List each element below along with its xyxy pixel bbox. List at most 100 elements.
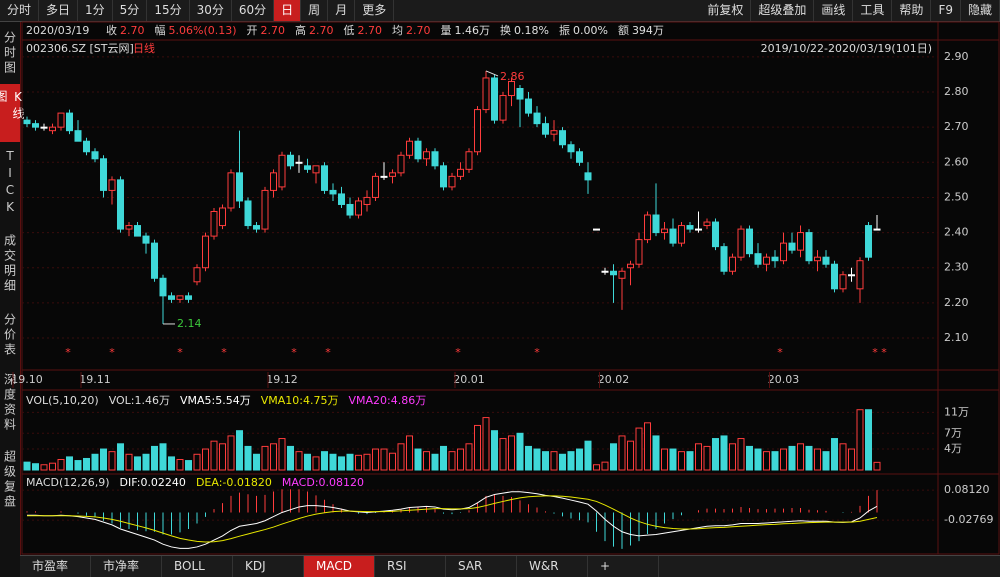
indicator-tab[interactable]: 市净率 [91, 556, 162, 577]
period-button[interactable]: 多日 [39, 0, 79, 21]
candle-body [389, 172, 396, 177]
candle-body [380, 175, 388, 178]
event-marker: * [325, 346, 331, 359]
candle-body [423, 151, 430, 160]
x-tick-label: 19.11 [79, 373, 111, 386]
tool-button[interactable]: 工具 [853, 0, 893, 21]
legend-entry: VMA20:4.86万 [349, 394, 427, 407]
indicator-tab[interactable]: 市盈率 [20, 556, 91, 577]
volume-bar [193, 453, 201, 471]
volume-bar [848, 448, 855, 471]
y-tick-label: -0.02769 [944, 513, 993, 526]
candle-body [168, 295, 175, 300]
period-button[interactable]: 月 [328, 0, 356, 21]
indicator-tab[interactable]: MACD [304, 556, 375, 577]
volume-bar [856, 409, 864, 471]
x-tick-label: 20.01 [453, 373, 485, 386]
volume-bar [814, 448, 821, 471]
info-value: 2.70 [309, 24, 334, 37]
side-tab[interactable]: 分时图 [2, 30, 17, 76]
candle-body [678, 225, 685, 244]
side-tab[interactable]: 分价表 [2, 312, 17, 358]
info-value: 0.18% [514, 24, 549, 37]
candle-body [23, 119, 31, 125]
candle-body [567, 144, 575, 153]
volume-bar [40, 464, 48, 471]
period-button[interactable]: 1分 [78, 0, 113, 21]
candle-body [873, 228, 881, 231]
candle-body [287, 154, 294, 167]
period-button[interactable]: 15分 [147, 0, 190, 21]
candle-body [737, 228, 745, 258]
volume-bar [482, 417, 490, 471]
indicator-tab[interactable]: BOLL [162, 556, 233, 577]
candle-body [244, 200, 252, 227]
candle-body [839, 274, 847, 290]
legend-entry: MACD:0.08120 [282, 476, 364, 489]
candle-body [100, 158, 107, 191]
volume-bar [380, 448, 388, 471]
volume-bar [295, 451, 303, 471]
legend-entry: VMA5:5.54万 [180, 394, 251, 407]
tool-button[interactable]: 帮助 [892, 0, 932, 21]
candle-body [151, 242, 158, 279]
candle-body [780, 242, 787, 262]
indicator-tab[interactable]: W&R [517, 556, 588, 577]
volume-bar [74, 460, 82, 471]
period-button[interactable]: 日 [274, 0, 302, 21]
volume-bar [159, 443, 167, 471]
volume-bar [329, 453, 337, 471]
info-label: 低 [344, 24, 355, 37]
volume-bar [261, 445, 269, 471]
volume-bar [66, 456, 73, 471]
period-button[interactable]: 60分 [232, 0, 275, 21]
candle-body [525, 98, 532, 114]
indicator-tab[interactable]: SAR [446, 556, 517, 577]
volume-bar [23, 461, 31, 471]
volume-bar [219, 443, 226, 471]
candle-body [219, 207, 226, 227]
volume-bar [491, 430, 498, 471]
side-tab[interactable]: 超级复盘 [2, 450, 17, 510]
volume-bar [210, 440, 218, 471]
tool-button[interactable]: 超级叠加 [751, 0, 815, 21]
tool-button[interactable]: 隐藏 [961, 0, 1000, 21]
stock-code: 002306.SZ [ST云网] [26, 42, 134, 55]
event-marker: * [65, 346, 71, 359]
side-tab[interactable]: 成交明细 [2, 234, 17, 294]
volume-bar [397, 443, 405, 471]
volume-bar [363, 453, 371, 471]
indicator-tab[interactable]: RSI [375, 556, 446, 577]
tool-button[interactable]: F9 [931, 0, 961, 21]
period-button[interactable]: 5分 [113, 0, 148, 21]
indicator-tab[interactable]: + [588, 556, 659, 577]
volume-bar [678, 451, 685, 471]
legend-entry: DEA:-0.01820 [196, 476, 272, 489]
volume-bar [227, 435, 235, 471]
candle-body [66, 112, 73, 132]
indicator-tab[interactable]: KDJ [233, 556, 304, 577]
volume-bar [423, 451, 430, 471]
period-button[interactable]: 周 [301, 0, 329, 21]
volume-bar [805, 445, 813, 471]
y-tick-label: 7万 [944, 426, 962, 439]
annotation-arrow [485, 70, 499, 77]
period-button[interactable]: 分时 [0, 0, 40, 21]
volume-bar [355, 454, 362, 471]
volume-bar [304, 453, 311, 471]
volume-bar [610, 443, 617, 471]
volume-bar [618, 435, 626, 471]
candle-body [185, 295, 192, 300]
tool-button[interactable]: 画线 [814, 0, 854, 21]
candle-body [652, 214, 660, 234]
period-button[interactable]: 30分 [190, 0, 232, 21]
volume-bar [559, 453, 566, 471]
volume-bar [287, 445, 294, 471]
tool-button[interactable]: 前复权 [700, 0, 752, 21]
side-tab[interactable]: TICK [3, 149, 17, 217]
volume-bar [584, 440, 592, 471]
candle-body [261, 189, 269, 230]
candle-body [746, 228, 753, 255]
period-button[interactable]: 更多 [355, 0, 395, 21]
info-value: 5.06%(0.13) [169, 24, 237, 37]
